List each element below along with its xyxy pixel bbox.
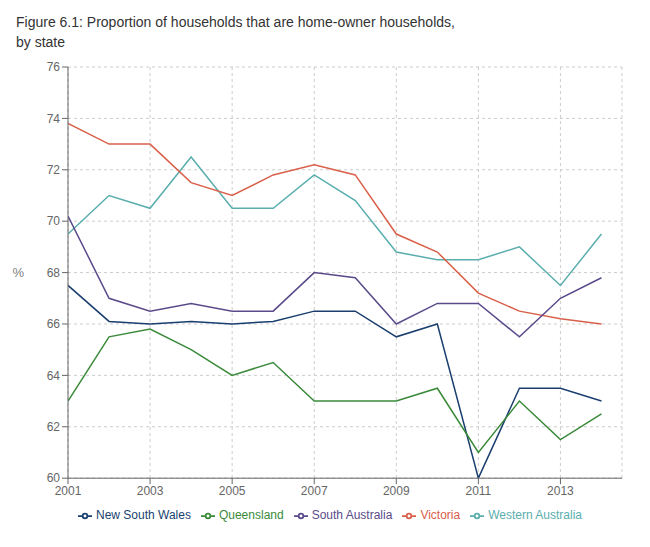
html-text:Figure 6.1: Proportion of hous: Figure 6.1: Proportion of households tha… — [16, 14, 455, 30]
svg-text:62: 62 — [47, 420, 61, 434]
svg-text:76: 76 — [47, 60, 61, 74]
svg-text:70: 70 — [47, 214, 61, 228]
svg-text:72: 72 — [47, 163, 61, 177]
html-text:Queensland: Queensland — [218, 508, 284, 523]
html-text:New South Wales: New South Wales — [96, 508, 191, 523]
svg-text:2003: 2003 — [137, 484, 164, 498]
svg-text:64: 64 — [47, 369, 61, 383]
svg-text:60: 60 — [47, 471, 61, 485]
html-text:Western Australia: Western Australia — [488, 508, 582, 523]
html-text:by state: by state — [16, 34, 65, 50]
svg-text:74: 74 — [47, 112, 61, 126]
svg-text:2001: 2001 — [55, 484, 82, 498]
html-text:Victoria: Victoria — [420, 508, 461, 523]
svg-text:2009: 2009 — [383, 484, 410, 498]
svg-text:2007: 2007 — [301, 484, 328, 498]
svg-text:2011: 2011 — [465, 484, 491, 498]
svg-text:2005: 2005 — [219, 484, 246, 498]
html-text:South Australia: South Australia — [311, 508, 393, 523]
svg-text:2013: 2013 — [547, 484, 574, 498]
svg-text:68: 68 — [47, 266, 61, 280]
svg-text:66: 66 — [47, 317, 61, 331]
svg-text:%: % — [12, 265, 24, 280]
